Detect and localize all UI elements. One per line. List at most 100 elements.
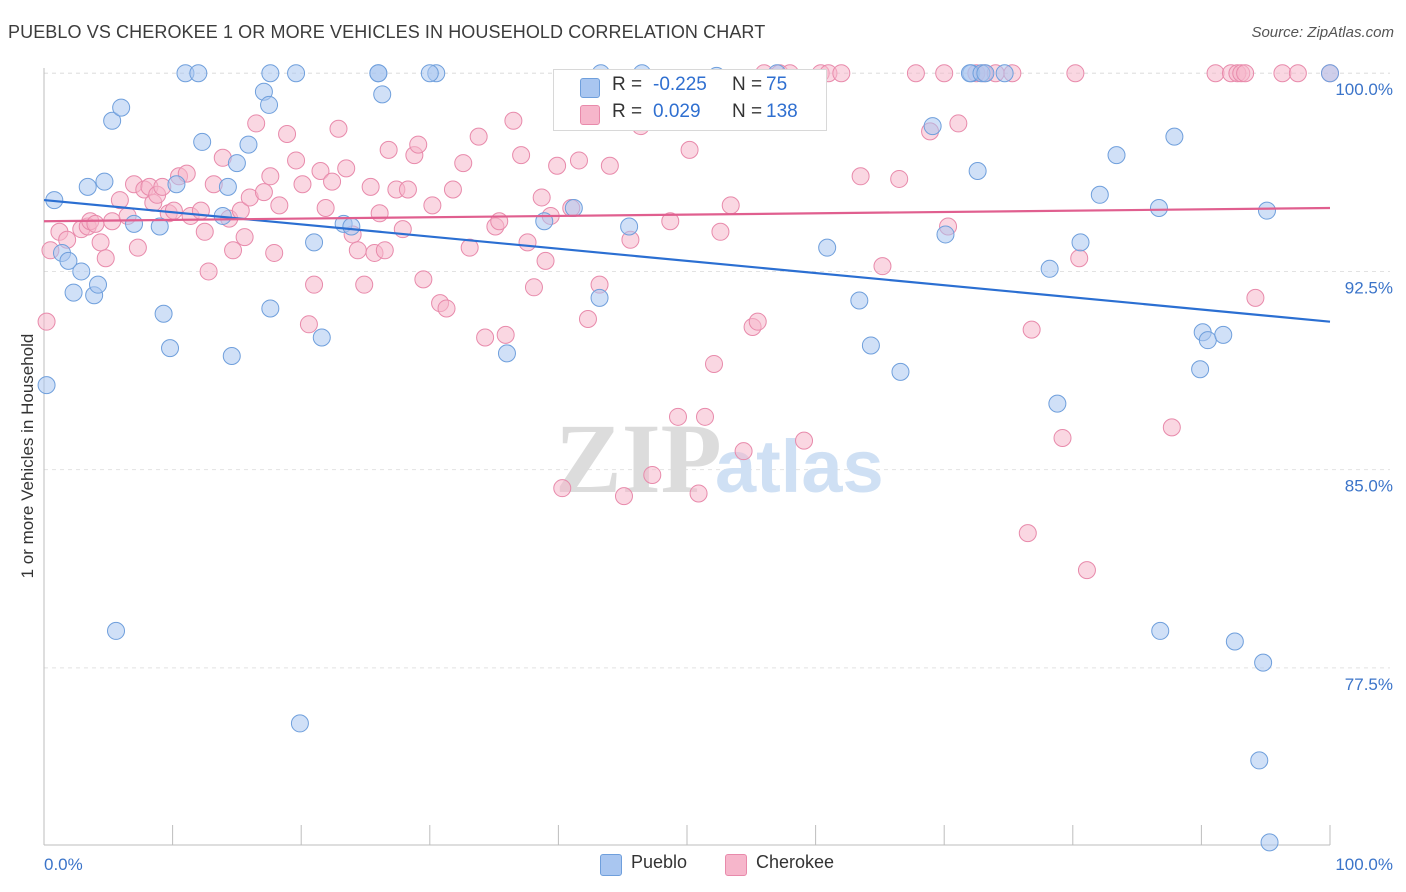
cherokee-point bbox=[443, 180, 462, 199]
cherokee-point bbox=[524, 278, 543, 297]
cherokee-point bbox=[851, 167, 870, 186]
cherokee-point bbox=[705, 354, 724, 373]
pueblo-point bbox=[1225, 632, 1244, 651]
cherokee-point bbox=[409, 135, 428, 154]
cherokee-point bbox=[1018, 524, 1037, 543]
cherokee-point bbox=[680, 140, 699, 159]
cherokee-point bbox=[1246, 288, 1265, 307]
pueblo-point bbox=[1090, 185, 1109, 204]
cherokee-point bbox=[361, 177, 380, 196]
pueblo-point bbox=[1250, 751, 1269, 770]
pueblo-point bbox=[850, 291, 869, 310]
x-tick-label-min: 0.0% bbox=[44, 855, 83, 874]
cherokee-point bbox=[414, 270, 433, 289]
cherokee-point bbox=[254, 183, 273, 202]
pueblo-point bbox=[107, 621, 126, 640]
cherokee-point bbox=[265, 243, 284, 262]
cherokee-point bbox=[337, 159, 356, 178]
pueblo-point bbox=[420, 64, 439, 83]
legend-label-pueblo: Pueblo bbox=[631, 852, 688, 872]
cherokee-point bbox=[437, 299, 456, 318]
trend-lines bbox=[43, 198, 1331, 323]
cherokee-point bbox=[1022, 320, 1041, 339]
cherokee-point bbox=[1162, 418, 1181, 437]
pueblo-point bbox=[103, 111, 122, 130]
pueblo-point bbox=[222, 347, 241, 366]
pueblo-point bbox=[193, 132, 212, 151]
pueblo-point bbox=[923, 117, 942, 136]
cherokee-point bbox=[1236, 64, 1255, 83]
cherokee-point bbox=[734, 442, 753, 461]
cherokee-point bbox=[278, 125, 297, 144]
legend-swatch-pueblo bbox=[600, 854, 622, 876]
cherokee-point bbox=[1273, 64, 1292, 83]
cherokee-point bbox=[423, 196, 442, 215]
pueblo-point bbox=[995, 64, 1014, 83]
cherokee-point bbox=[890, 169, 909, 188]
pueblo-point bbox=[1191, 360, 1210, 379]
pueblo-point bbox=[1149, 199, 1168, 218]
pueblo-point bbox=[1198, 331, 1217, 350]
y-tick-label: 77.5% bbox=[1345, 675, 1393, 694]
cherokee-point bbox=[1070, 249, 1089, 268]
cherokee-point bbox=[235, 228, 254, 247]
cherokee-point bbox=[398, 180, 417, 199]
cherokee-point bbox=[1206, 64, 1225, 83]
cherokee-point bbox=[164, 201, 183, 220]
pueblo-point bbox=[290, 714, 309, 733]
cherokee-point bbox=[299, 315, 318, 334]
y-tick-label: 92.5% bbox=[1345, 278, 1393, 297]
pueblo-point bbox=[369, 64, 388, 83]
cherokee-point bbox=[696, 407, 715, 426]
cherokee-point bbox=[643, 465, 662, 484]
cherokee-point bbox=[476, 328, 495, 347]
legend-swatch-cherokee bbox=[580, 105, 600, 125]
pueblo-point bbox=[1151, 621, 1170, 640]
pueblo-point bbox=[1257, 201, 1276, 220]
pueblo-point bbox=[1048, 394, 1067, 413]
cherokee-point bbox=[191, 201, 210, 220]
series-legend: Pueblo Cherokee bbox=[0, 852, 1406, 876]
cherokee-point bbox=[1077, 561, 1096, 580]
pueblo-point bbox=[497, 344, 516, 363]
legend-swatch-pueblo bbox=[580, 78, 600, 98]
pueblo-point bbox=[564, 199, 583, 218]
cherokee-point bbox=[721, 196, 740, 215]
cherokee-point bbox=[668, 407, 687, 426]
cherokee-point bbox=[906, 64, 925, 83]
cherokee-point bbox=[600, 156, 619, 175]
legend-r-label: R = bbox=[612, 101, 643, 122]
pueblo-point bbox=[1321, 64, 1339, 83]
pueblo-point bbox=[218, 177, 237, 196]
pueblo-point bbox=[1254, 653, 1273, 672]
cherokee-point bbox=[532, 188, 551, 207]
cherokee-point bbox=[224, 241, 243, 260]
pueblo-point bbox=[1260, 833, 1279, 852]
cherokee-point bbox=[270, 196, 289, 215]
cherokee-point bbox=[578, 310, 597, 329]
cherokee-point bbox=[518, 233, 537, 252]
pueblo-point bbox=[1214, 325, 1233, 344]
cherokee-point bbox=[305, 275, 324, 294]
cherokee-point bbox=[379, 140, 398, 159]
pueblo-point bbox=[1071, 233, 1090, 252]
chart-title: PUEBLO VS CHEROKEE 1 OR MORE VEHICLES IN… bbox=[8, 22, 766, 42]
watermark: ZIP atlas bbox=[555, 403, 884, 514]
legend-n-label: N = bbox=[732, 74, 763, 95]
cherokee-point bbox=[375, 241, 394, 260]
cherokee-point bbox=[504, 111, 523, 130]
pueblo-point bbox=[261, 299, 280, 318]
cherokee-point bbox=[490, 212, 509, 231]
cherokee-point bbox=[96, 249, 115, 268]
pueblo-point bbox=[976, 64, 995, 83]
legend-swatch-cherokee bbox=[725, 854, 747, 876]
pueblo-point bbox=[260, 95, 279, 114]
cherokee-point bbox=[261, 167, 280, 186]
correlation-legend: R = -0.225 N = 75 R = 0.029 N = 138 bbox=[553, 69, 827, 131]
legend-n-value: 75 bbox=[766, 74, 788, 95]
pueblo-trend-line bbox=[43, 198, 1331, 323]
cherokee-point bbox=[37, 312, 56, 331]
pueblo-point bbox=[189, 64, 208, 83]
cherokee-point bbox=[832, 64, 851, 83]
